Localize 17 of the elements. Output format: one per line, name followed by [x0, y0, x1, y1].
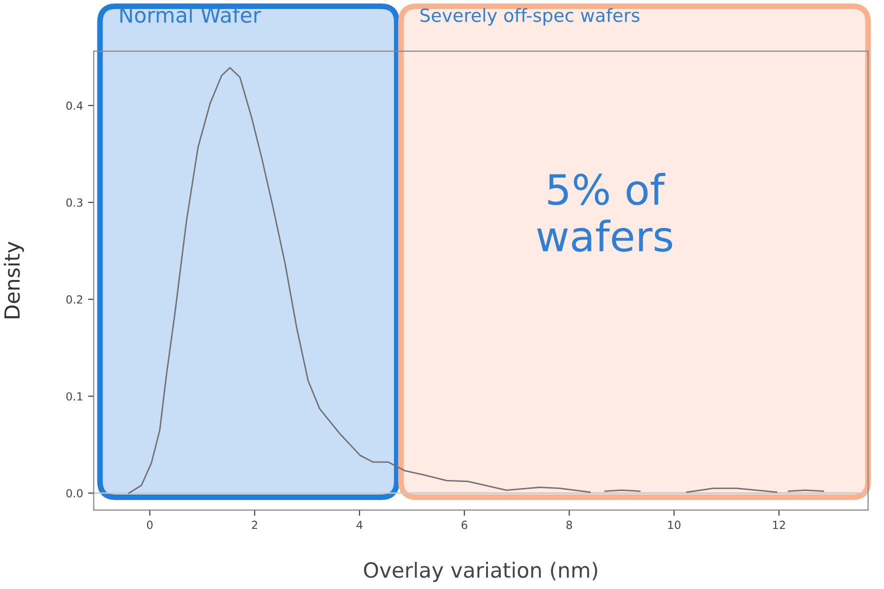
x-axis-title: Overlay variation (nm)	[364, 562, 598, 582]
y-axis-title: Density	[4, 242, 24, 318]
y-tick-label: 0.2	[66, 295, 82, 304]
x-tick-label: 0	[147, 520, 153, 530]
x-tick-label: 6	[462, 520, 468, 530]
y-tick-label: 0.4	[66, 101, 83, 110]
x-tick-label: 10	[668, 520, 680, 530]
x-tick-label: 4	[356, 520, 362, 529]
y-tick-label: 0.1	[66, 392, 82, 401]
x-tick-label: 2	[252, 520, 258, 529]
x-tick-label: 12	[773, 520, 785, 529]
band-label: Normal Wafer	[120, 6, 262, 23]
y-tick-label: 0.3	[66, 198, 82, 207]
annotation: 5% of wafers	[537, 172, 672, 252]
x-tick-label: 8	[566, 520, 572, 530]
y-tick-label: 0.0	[66, 489, 83, 498]
band-label: Severely off-spec wafers	[420, 8, 640, 26]
